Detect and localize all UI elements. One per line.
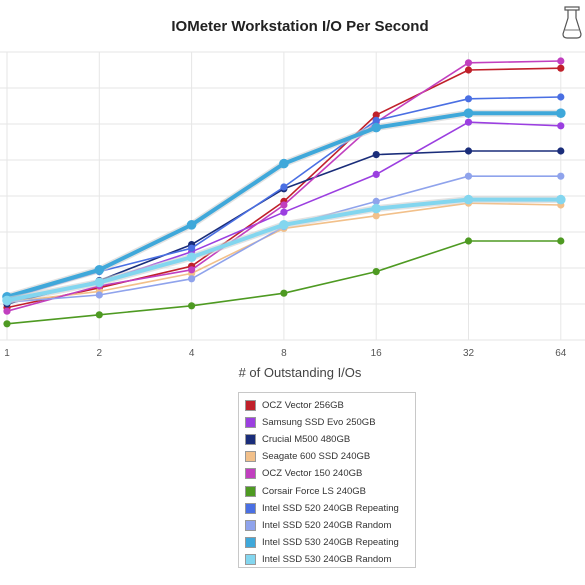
legend-swatch <box>245 536 256 548</box>
data-point <box>279 158 289 169</box>
data-point <box>371 203 382 214</box>
legend-label: Corsair Force LS 240GB <box>262 485 367 497</box>
legend-item: Intel SSD 520 240GB Repeating <box>245 500 415 517</box>
data-point <box>464 118 473 126</box>
legend-label: Intel SSD 520 240GB Random <box>262 519 392 531</box>
legend-swatch <box>245 400 256 412</box>
data-point <box>372 268 380 276</box>
data-point <box>186 252 197 262</box>
data-point <box>2 295 12 306</box>
data-point <box>280 208 288 216</box>
legend-item: Crucial M500 480GB <box>245 431 415 448</box>
data-point <box>188 244 196 252</box>
x-tick-label: 64 <box>555 348 567 359</box>
data-point <box>95 291 103 299</box>
legend-label: OCZ Vector 256GB <box>262 400 344 412</box>
data-point <box>188 266 196 274</box>
legend-label: OCZ Vector 150 240GB <box>262 468 363 480</box>
data-point <box>280 183 288 191</box>
data-point <box>372 111 380 119</box>
legend-item: Seagate 600 SSD 240GB <box>245 448 415 465</box>
data-point <box>464 237 473 245</box>
x-tick-label: 1 <box>4 348 10 359</box>
data-point <box>280 289 288 297</box>
legend-item: Intel SSD 530 240GB Repeating <box>245 534 415 551</box>
legend-label: Samsung SSD Evo 250GB <box>262 417 376 429</box>
legend-item: OCZ Vector 150 240GB <box>245 465 415 482</box>
legend-swatch <box>245 519 256 531</box>
legend-swatch <box>245 553 256 565</box>
data-point <box>372 197 380 205</box>
legend-item: Intel SSD 520 240GB Random <box>245 517 415 534</box>
series-corsair-force-ls-240gb <box>3 237 565 328</box>
x-axis-label: # of Outstanding I/Os <box>238 365 362 380</box>
data-point <box>557 172 565 180</box>
data-point <box>464 147 473 155</box>
data-point <box>188 302 196 310</box>
data-point <box>463 108 474 118</box>
lab-beaker-icon <box>562 6 582 39</box>
x-tick-label: 16 <box>371 348 383 359</box>
data-point <box>463 194 474 205</box>
grid <box>0 51 585 341</box>
data-point <box>557 93 565 101</box>
data-point <box>464 66 473 74</box>
data-point <box>557 57 565 65</box>
x-tick-label: 32 <box>463 348 475 359</box>
legend-swatch <box>245 417 256 429</box>
data-point <box>556 108 566 118</box>
data-point <box>372 116 380 124</box>
data-point <box>280 201 288 209</box>
data-point <box>464 172 473 180</box>
legend-label: Intel SSD 530 240GB Repeating <box>262 536 399 548</box>
data-point <box>371 122 382 133</box>
legend-item: Intel SSD 530 240GB Random <box>245 551 415 568</box>
line-chart: 1 2 4 8 16 32 64 <box>0 51 585 359</box>
legend-swatch <box>245 502 256 514</box>
legend-label: Intel SSD 530 240GB Random <box>262 553 392 565</box>
legend-swatch <box>245 468 256 480</box>
data-point <box>372 170 380 178</box>
legend-swatch <box>245 451 256 463</box>
data-point <box>3 320 11 328</box>
data-point <box>3 307 11 315</box>
legend-item: Samsung SSD Evo 250GB <box>245 414 415 431</box>
data-point <box>464 59 473 67</box>
legend-label: Intel SSD 520 240GB Repeating <box>262 502 399 514</box>
data-point <box>557 147 565 155</box>
series-intel-ssd-530-240gb-repeating <box>2 108 566 302</box>
series-intel-ssd-530-240gb-random <box>2 194 566 306</box>
legend-label: Crucial M500 480GB <box>262 434 351 446</box>
legend-swatch <box>245 434 256 446</box>
data-point <box>372 151 380 159</box>
data-point <box>557 122 565 130</box>
legend-swatch <box>245 485 256 497</box>
data-point <box>95 311 103 319</box>
data-point <box>186 220 197 230</box>
data-point <box>94 277 105 288</box>
x-tick-label: 4 <box>189 348 195 359</box>
legend-item: OCZ Vector 256GB <box>245 397 415 414</box>
legend-item: Corsair Force LS 240GB <box>245 482 415 499</box>
data-point <box>279 220 289 230</box>
data-point <box>464 95 473 103</box>
data-point <box>94 265 105 275</box>
x-tick-label: 8 <box>281 348 287 359</box>
chart-legend: OCZ Vector 256GB Samsung SSD Evo 250GB Cru… <box>238 392 416 568</box>
x-tick-label: 2 <box>97 348 103 359</box>
chart-title: IOMeter Workstation I/O Per Second <box>171 18 429 35</box>
data-point <box>188 275 196 283</box>
legend-label: Seagate 600 SSD 240GB <box>262 451 371 463</box>
data-point <box>556 194 566 205</box>
data-point <box>557 237 565 245</box>
data-point <box>557 64 565 72</box>
data-point <box>372 212 380 220</box>
